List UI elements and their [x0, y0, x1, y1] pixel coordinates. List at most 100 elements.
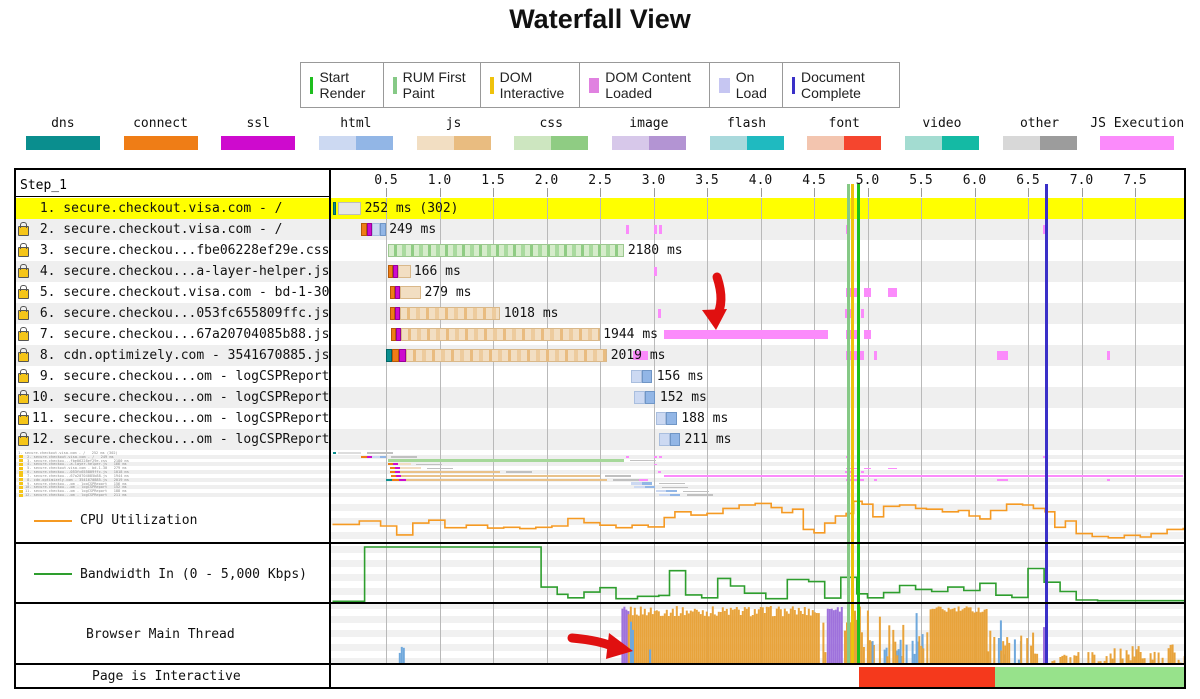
- time-axis-label: 6.5: [1016, 173, 1040, 188]
- mini-js-execution: [653, 456, 657, 458]
- phase-item: flash: [698, 116, 796, 150]
- phase-label: dns: [51, 116, 75, 131]
- request-bar-connect[interactable]: [361, 223, 367, 236]
- request-row-label[interactable]: 3. secure.checkou...fbe06228ef29e.css: [16, 243, 345, 258]
- request-bar-html_d[interactable]: [379, 223, 386, 236]
- request-bar-html_l[interactable]: [631, 370, 642, 383]
- request-row-label[interactable]: 10. secure.checkou...om - logCSPReport: [16, 390, 345, 405]
- mini-bar: [394, 467, 400, 470]
- column-divider: [329, 170, 331, 687]
- request-bar-js_l[interactable]: [399, 286, 422, 299]
- request-bar-js_s[interactable]: [406, 349, 608, 362]
- rum-first-paint-marker-icon: [393, 76, 397, 94]
- interactive-state-segment: [994, 667, 1184, 687]
- request-row-label[interactable]: 12. secure.checkou...om - logCSPReport: [16, 432, 345, 447]
- mini-bar: [398, 478, 407, 481]
- gridline: [1028, 198, 1029, 665]
- main-thread-label-text: Browser Main Thread: [86, 627, 235, 642]
- request-row-label[interactable]: 6. secure.checkou...053fc655809ffc.js: [16, 306, 345, 321]
- request-bar-gray[interactable]: [337, 202, 362, 215]
- request-bar-html_l[interactable]: [372, 223, 380, 236]
- mini-label-text: 6. secure.checkou...053fc655809ffc.js 10…: [25, 470, 129, 474]
- request-bar-connect[interactable]: [390, 286, 395, 299]
- request-bar-html_l[interactable]: [655, 412, 667, 425]
- mini-bar: [634, 486, 645, 489]
- mini-time-label-blob: [661, 486, 688, 489]
- mini-js-execution: [846, 479, 865, 481]
- request-row-label[interactable]: 2. secure.checkout.visa.com - /: [16, 222, 345, 237]
- request-bar-html_d[interactable]: [641, 370, 653, 383]
- time-axis-label: 0.5: [374, 173, 398, 188]
- request-row-label[interactable]: 4. secure.checkou...a-layer-helper.js: [16, 264, 345, 279]
- request-bar-connect[interactable]: [391, 328, 396, 341]
- time-axis-label: 5.5: [909, 173, 933, 188]
- mini-bar: [644, 486, 655, 489]
- time-axis-label: 5.0: [855, 173, 880, 188]
- request-row-label[interactable]: 9. secure.checkou...om - logCSPReport: [16, 369, 345, 384]
- time-axis-tick: [493, 188, 494, 197]
- document-complete-line: [1045, 184, 1049, 665]
- mini-bar: [388, 459, 624, 462]
- request-row-label[interactable]: 8. cdn.optimizely.com - 3541670885.js: [16, 348, 345, 363]
- request-row-label[interactable]: 5. secure.checkout.visa.com - bd-1-30: [16, 285, 345, 300]
- mini-bar: [372, 455, 380, 458]
- request-bar-css_s[interactable]: [388, 244, 624, 257]
- request-bar-dns[interactable]: [386, 349, 393, 362]
- phase-color-swatch: [709, 136, 784, 150]
- request-bar-ssl[interactable]: [394, 307, 400, 320]
- cpu-section-label: CPU Utilization: [16, 497, 329, 544]
- request-bar-html_l[interactable]: [658, 433, 670, 446]
- mini-row-label: 4. secure.checkou...a-layer-helper.js 16…: [16, 462, 329, 466]
- request-row-label[interactable]: 11. secure.checkou...om - logCSPReport: [16, 411, 345, 426]
- bandwidth-section-label: Bandwidth In (0 - 5,000 Kbps): [16, 544, 329, 604]
- mini-time-label-blob: [366, 452, 393, 454]
- request-bar-connect[interactable]: [392, 349, 399, 362]
- mini-js-execution: [1042, 456, 1047, 458]
- time-axis-tick: [707, 188, 708, 197]
- gridline: [439, 198, 441, 665]
- legend-item: DOM Content Loaded: [580, 63, 711, 107]
- time-axis-tick: [760, 188, 762, 197]
- request-bar-ssl[interactable]: [394, 286, 400, 299]
- request-bar-connect[interactable]: [388, 265, 394, 278]
- request-row-label[interactable]: 1. secure.checkout.visa.com - /: [32, 201, 283, 216]
- time-axis-label: 2.0: [534, 173, 559, 188]
- mini-bar: [391, 474, 396, 477]
- request-bar-connect[interactable]: [390, 307, 395, 320]
- legend-item-label: RUM First Paint: [402, 69, 466, 101]
- request-bar-html_l[interactable]: [634, 391, 645, 404]
- request-bar-js_l[interactable]: [397, 265, 411, 278]
- request-bar-ssl[interactable]: [395, 328, 401, 341]
- request-bar-dns[interactable]: [332, 202, 336, 215]
- event-legend: Start Render RUM First Paint DOM Interacti…: [300, 62, 900, 108]
- mini-row-label: 3. secure.checkou...fbe06228ef29e.css 21…: [16, 459, 329, 462]
- request-bar-ssl[interactable]: [393, 265, 398, 278]
- request-time-label: 279 ms: [424, 285, 472, 300]
- mini-bar: [666, 490, 678, 493]
- request-bar-html_d[interactable]: [644, 391, 655, 404]
- request-time-label: 1018 ms: [503, 306, 559, 321]
- request-row-label[interactable]: 7. secure.checkou...67a20704085b88.js: [16, 327, 345, 342]
- legend-item-label: On Load: [735, 69, 767, 101]
- dom-interactive-marker-icon: [490, 76, 494, 94]
- gridline: [867, 198, 869, 665]
- interactive-section-label: Page is Interactive: [16, 665, 405, 687]
- mini-bar: [400, 474, 600, 477]
- phase-label: JS Execution: [1090, 116, 1185, 131]
- request-bar-html_d[interactable]: [669, 433, 681, 446]
- request-time-label: 211 ms: [684, 432, 732, 447]
- mini-bar: [399, 470, 501, 474]
- request-bar-html_d[interactable]: [666, 412, 678, 425]
- mini-row-label: 8. cdn.optimizely.com - 3541670885.js 20…: [16, 478, 329, 482]
- mini-row-label: 6. secure.checkou...053fc655809ffc.js 10…: [16, 470, 329, 474]
- phase-label: html: [340, 116, 372, 131]
- rum-first-paint-line: [847, 184, 851, 665]
- request-bar-js_s[interactable]: [399, 307, 501, 320]
- mini-bar: [395, 474, 401, 477]
- request-time-label: 152 ms: [659, 390, 707, 405]
- request-bar-ssl[interactable]: [366, 223, 373, 236]
- mini-bar: [388, 463, 394, 466]
- request-bar-js_s[interactable]: [400, 328, 600, 341]
- lock-icon: [18, 243, 29, 257]
- request-bar-ssl[interactable]: [398, 349, 407, 362]
